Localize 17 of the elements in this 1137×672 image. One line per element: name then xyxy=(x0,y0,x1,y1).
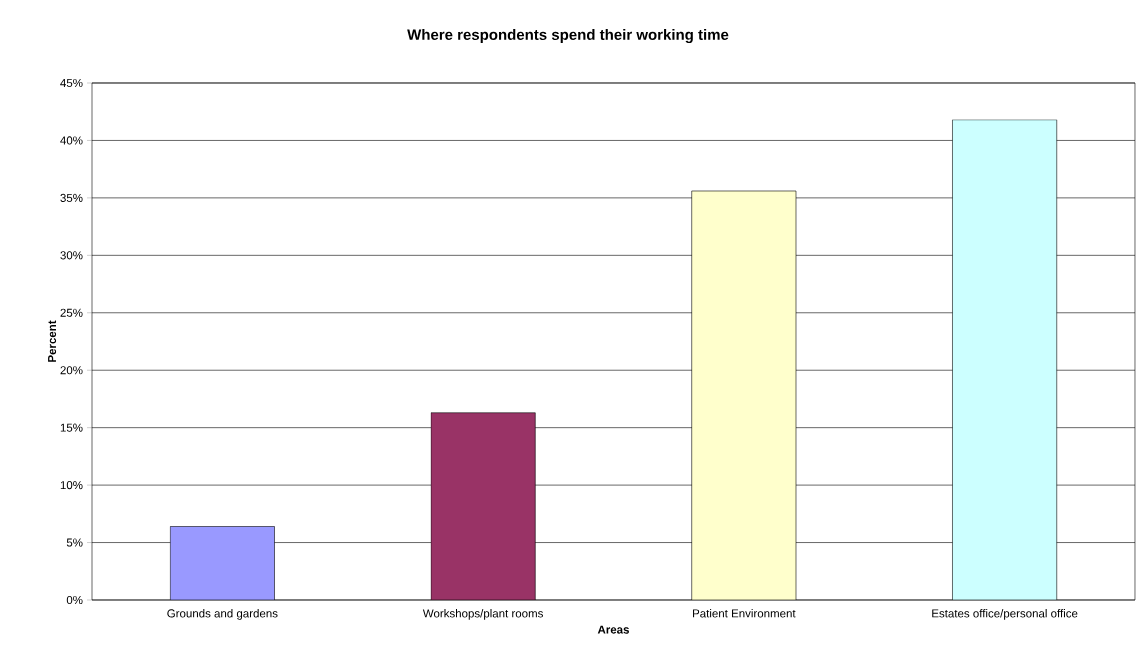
x-tick-label: Grounds and gardens xyxy=(167,609,278,620)
y-tick-label: 25% xyxy=(60,308,83,317)
x-tick-label: Patient Environment xyxy=(693,609,796,618)
y-axis-title: Percent xyxy=(48,320,57,362)
x-tick-label: Workshops/plant rooms xyxy=(422,609,543,620)
y-tick-label: 30% xyxy=(60,251,83,260)
y-tick-label: 35% xyxy=(60,193,83,202)
y-tick-label: 5% xyxy=(66,538,83,547)
y-tick-label: 15% xyxy=(60,423,83,432)
y-tick-label: 45% xyxy=(60,78,83,88)
x-tick-label: Estates office/personal office xyxy=(932,609,1078,620)
y-tick-label: 0% xyxy=(66,595,83,605)
y-tick-label: 10% xyxy=(60,481,83,490)
y-tick-label: 20% xyxy=(60,366,83,375)
chart-title: Where respondents spend their working time xyxy=(407,28,729,44)
y-tick-label: 40% xyxy=(60,136,83,145)
x-axis-title: Areas xyxy=(597,625,629,634)
